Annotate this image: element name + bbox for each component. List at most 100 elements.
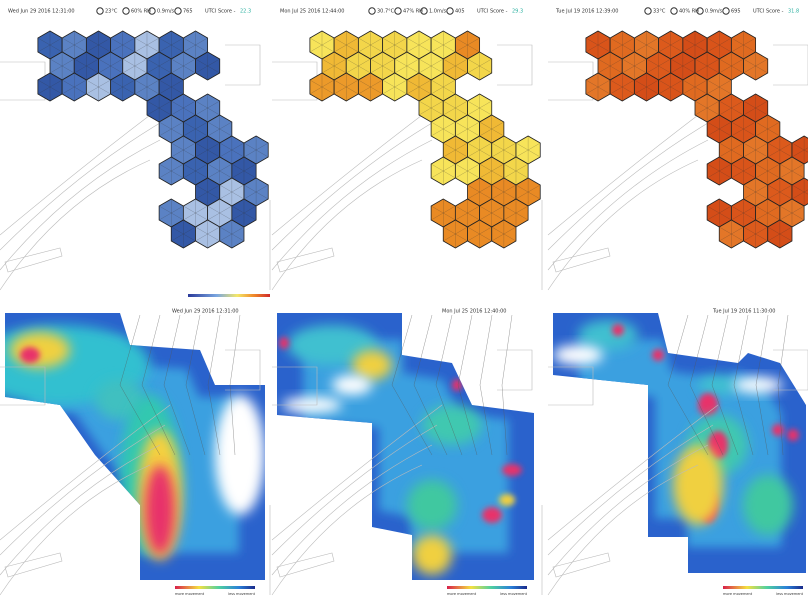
hex-mesh bbox=[731, 128, 744, 137]
hex-mesh bbox=[515, 170, 529, 179]
hex-mesh bbox=[443, 58, 456, 67]
hex-mesh bbox=[491, 226, 504, 235]
plaza-outline bbox=[271, 119, 438, 251]
hex-mesh bbox=[646, 79, 659, 88]
hex-mesh bbox=[171, 233, 184, 242]
hex-mesh bbox=[634, 86, 647, 95]
score-value: 22.3 bbox=[240, 9, 251, 15]
hex-mesh bbox=[467, 191, 480, 200]
heat-blob bbox=[287, 325, 377, 365]
hex-mesh bbox=[159, 107, 172, 116]
hex-mesh bbox=[219, 163, 232, 172]
hex-mesh bbox=[467, 121, 480, 130]
hex-mesh bbox=[767, 184, 780, 193]
hex-mesh bbox=[719, 107, 732, 116]
plaza-outline bbox=[497, 44, 533, 86]
hex-mesh bbox=[207, 121, 220, 130]
hex-mesh bbox=[49, 58, 63, 67]
hex-mesh bbox=[86, 79, 99, 88]
hex-mesh bbox=[49, 37, 63, 46]
hex-mesh bbox=[159, 100, 172, 109]
hex-mesh bbox=[491, 212, 504, 221]
hex-mesh bbox=[171, 44, 184, 53]
hex-mesh bbox=[122, 86, 135, 95]
hex-mesh bbox=[455, 170, 468, 179]
hex-mesh bbox=[183, 205, 196, 214]
heat-blob bbox=[412, 535, 452, 575]
hex-mesh bbox=[195, 184, 208, 193]
hex-mesh bbox=[779, 142, 793, 151]
mesh-line bbox=[413, 314, 448, 456]
hex-mesh bbox=[743, 212, 756, 221]
hex-mesh bbox=[171, 149, 184, 158]
hex-mesh bbox=[707, 205, 720, 214]
hex-mesh bbox=[719, 163, 732, 172]
hex-mesh bbox=[110, 44, 123, 53]
hex-mesh bbox=[431, 44, 444, 53]
hex-mesh bbox=[418, 65, 432, 74]
condition-value: 765 bbox=[183, 9, 193, 15]
hex-mesh bbox=[767, 149, 780, 158]
hex-mesh bbox=[719, 226, 732, 235]
hex-mesh bbox=[622, 44, 635, 53]
hex-mesh bbox=[62, 79, 75, 88]
hex-mesh bbox=[382, 44, 395, 53]
plaza-outline bbox=[547, 139, 709, 271]
hex-mesh bbox=[597, 58, 611, 67]
hex-mesh bbox=[515, 191, 529, 200]
hex-mesh bbox=[467, 44, 480, 53]
hex-mesh bbox=[455, 142, 468, 151]
hex-mesh bbox=[334, 58, 347, 67]
mesh-line bbox=[755, 314, 769, 456]
hex-mesh bbox=[597, 86, 611, 95]
hex-mesh bbox=[791, 142, 805, 151]
hex-mesh bbox=[646, 58, 659, 67]
plaza-outline bbox=[547, 119, 714, 251]
mesh-line bbox=[229, 314, 241, 456]
hex-mesh bbox=[755, 149, 768, 158]
hex-mesh bbox=[207, 170, 220, 179]
hex-mesh bbox=[743, 107, 756, 116]
hex-mesh bbox=[394, 44, 407, 53]
hex-mesh bbox=[231, 142, 245, 151]
hex-mesh bbox=[207, 58, 220, 67]
hex-mesh bbox=[406, 44, 420, 53]
score-value: 29.3 bbox=[512, 9, 523, 15]
hex-mesh bbox=[731, 121, 744, 130]
condition-value: 0.9m/s bbox=[157, 9, 175, 15]
hex-mesh bbox=[159, 79, 172, 88]
panel-date: Wed Jun 29 2016 12:31:00 bbox=[8, 9, 75, 15]
hex-mesh bbox=[431, 79, 444, 88]
hex-mesh bbox=[491, 149, 504, 158]
hex-mesh bbox=[443, 170, 456, 179]
hex-mesh bbox=[431, 37, 444, 46]
hex-mesh bbox=[207, 205, 220, 214]
hex-mesh bbox=[455, 212, 468, 221]
heat-blob bbox=[612, 324, 624, 336]
hex-mesh bbox=[358, 79, 371, 88]
plaza-outline bbox=[547, 424, 714, 556]
hex-mesh bbox=[207, 100, 220, 109]
hex-mesh bbox=[243, 163, 257, 172]
hex-mesh bbox=[455, 107, 468, 116]
hex-mesh bbox=[634, 44, 647, 53]
hex-mesh bbox=[622, 86, 635, 95]
hex-mesh bbox=[670, 65, 683, 74]
hex-mesh bbox=[231, 212, 245, 221]
plaza-outline bbox=[0, 159, 151, 291]
hex-mesh bbox=[646, 37, 659, 46]
condition-icon bbox=[122, 7, 130, 15]
condition-value: 47% RH bbox=[403, 9, 423, 15]
hex-mesh bbox=[74, 58, 87, 67]
plaza-outline bbox=[552, 247, 611, 273]
hex-mesh bbox=[743, 226, 756, 235]
hex-mesh bbox=[731, 163, 744, 172]
utci-panel: Tue Jul 19 2016 12:39:00 33°C 40% RH 0.9m/s… bbox=[547, 7, 808, 291]
hex-mesh bbox=[743, 191, 756, 200]
hex-mesh bbox=[658, 44, 671, 53]
hex-mesh bbox=[779, 205, 793, 214]
mesh-line bbox=[141, 314, 176, 456]
plaza-outline bbox=[271, 424, 438, 556]
condition-value: 33°C bbox=[653, 9, 666, 15]
hex-mesh bbox=[682, 58, 696, 67]
